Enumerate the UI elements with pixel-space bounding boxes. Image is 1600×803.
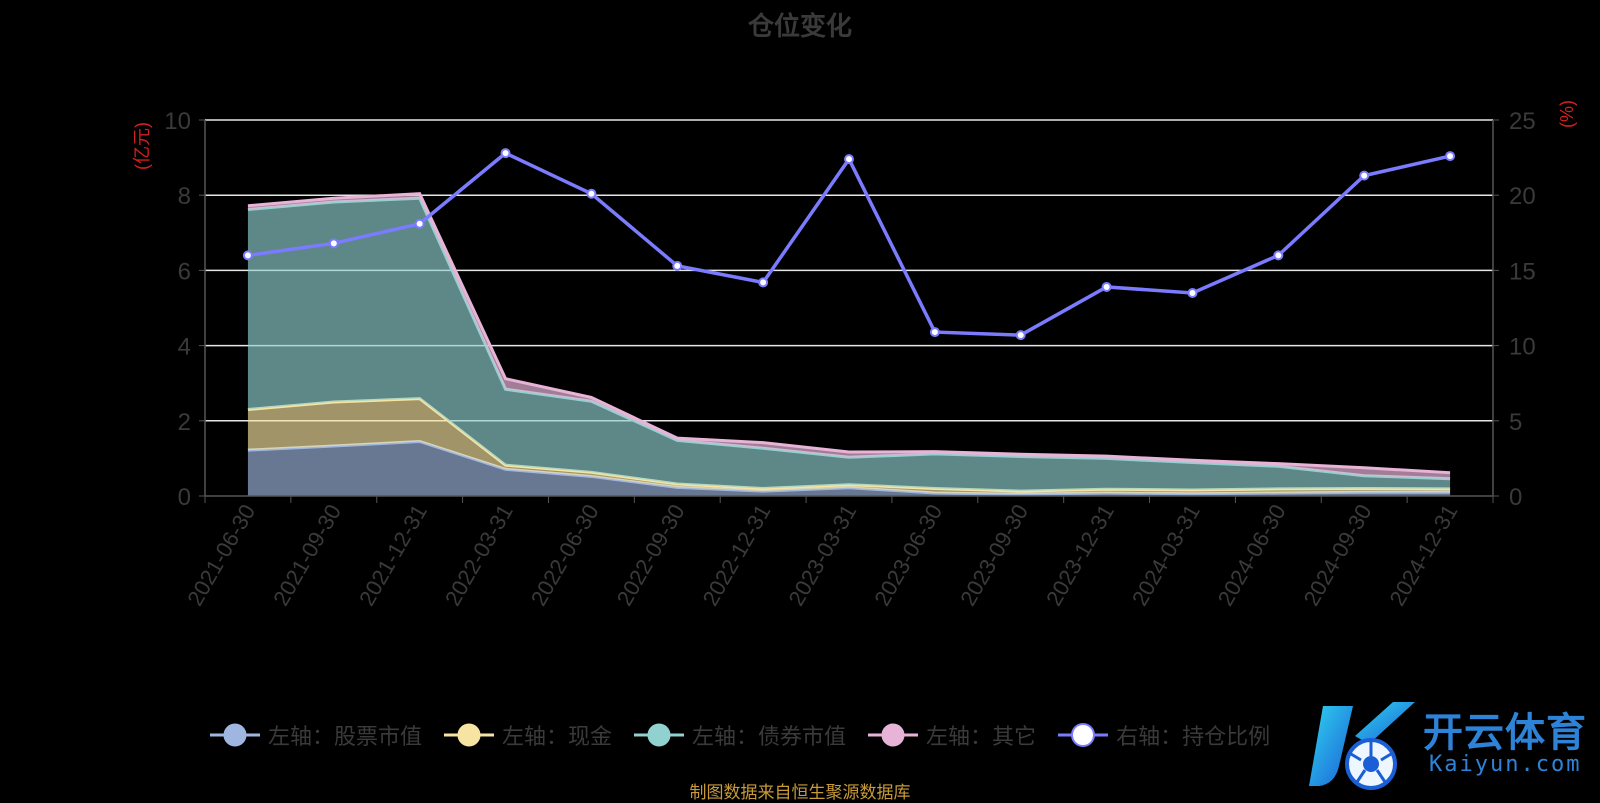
area-edge-4 — [247, 192, 1451, 475]
legend-item[interactable]: 右轴：持仓比例 — [1058, 719, 1270, 751]
right-tick-label: 15 — [1509, 258, 1536, 285]
watermark-k-icon — [1309, 702, 1415, 790]
left-tick-label: 4 — [178, 334, 191, 361]
ratio-point[interactable] — [328, 238, 339, 249]
legend-item[interactable]: 左轴：股票市值 — [210, 719, 422, 751]
right-axis-unit: (%) — [1557, 100, 1577, 128]
x-tick-label: 2023-12-31 — [1041, 500, 1119, 610]
ratio-point[interactable] — [414, 218, 425, 229]
ratio-point[interactable] — [1359, 170, 1370, 181]
legend-item[interactable]: 左轴：其它 — [868, 719, 1036, 751]
stacked-areas — [247, 192, 1451, 496]
x-tick-label: 2022-06-30 — [526, 500, 604, 610]
legend: 左轴：股票市值 左轴：现金 左轴：债券市值 左轴：其它 右轴：持仓比例 — [210, 718, 1270, 752]
legend-marker-icon — [210, 723, 260, 747]
chart-title: 仓位变化 — [747, 12, 852, 42]
right-tick-label: 20 — [1509, 183, 1536, 210]
x-tick-label: 2021-06-30 — [182, 500, 260, 610]
legend-marker-icon — [634, 723, 685, 747]
legend-label: 左轴：现金 — [502, 725, 613, 750]
ratio-point[interactable] — [758, 277, 769, 288]
x-tick-label: 2024-09-30 — [1299, 500, 1377, 610]
area-3 — [247, 198, 1451, 492]
left-tick-label: 8 — [178, 183, 191, 210]
right-tick-label: 10 — [1509, 334, 1536, 361]
legend-label: 左轴：债券市值 — [692, 725, 847, 750]
watermark-logo: 开云体育 Kaiyun.com — [1305, 696, 1595, 796]
ratio-point[interactable] — [844, 154, 854, 165]
legend-label: 左轴：股票市值 — [268, 725, 423, 750]
legend-marker-icon — [868, 723, 919, 747]
legend-item[interactable]: 左轴：债券市值 — [634, 719, 846, 751]
area-1 — [247, 441, 1451, 496]
x-tick-label: 2021-12-31 — [354, 500, 432, 610]
x-tick-label: 2022-03-31 — [440, 500, 518, 610]
ratio-point[interactable] — [500, 148, 511, 159]
ratio-point[interactable] — [672, 260, 683, 271]
x-tick-label: 2024-03-31 — [1127, 500, 1205, 610]
ratio-point[interactable] — [1015, 330, 1026, 341]
legend-label: 左轴：其它 — [926, 725, 1037, 750]
legend-marker-icon — [1058, 723, 1109, 747]
axes — [199, 119, 1499, 503]
ratio-point[interactable] — [929, 327, 940, 338]
x-tick-label: 2024-06-30 — [1213, 500, 1291, 610]
x-tick-label: 2023-06-30 — [869, 500, 947, 610]
ratio-line — [242, 148, 1456, 341]
chart-canvas: 0 2 4 6 8 10 0 5 10 15 20 25 (亿元) (%) 2021-06-30 2021-0… — [132, 100, 1577, 610]
x-tick-label: 2021-09-30 — [268, 500, 346, 610]
x-tick-label: 2022-09-30 — [612, 500, 690, 610]
source-note: 制图数据来自恒生聚源数据库 — [689, 783, 911, 803]
legend-item[interactable]: 左轴：现金 — [444, 719, 612, 751]
left-tick-label: 10 — [164, 108, 191, 135]
ratio-point[interactable] — [586, 188, 597, 199]
watermark-domain: Kaiyun.com — [1429, 752, 1582, 777]
right-tick-label: 25 — [1509, 108, 1536, 135]
ratio-point[interactable] — [1187, 287, 1198, 298]
left-tick-label: 0 — [178, 484, 191, 511]
left-tick-label: 2 — [178, 409, 191, 436]
x-tick-label: 2023-09-30 — [955, 500, 1033, 610]
legend-label: 右轴：持仓比例 — [1116, 725, 1271, 750]
x-tick-label: 2022-12-31 — [698, 500, 776, 610]
right-tick-label: 0 — [1509, 484, 1522, 511]
ratio-point[interactable] — [1445, 151, 1456, 162]
left-axis-unit: (亿元) — [132, 122, 152, 170]
left-tick-label: 6 — [178, 258, 191, 285]
x-tick-label: 2024-12-31 — [1384, 500, 1462, 610]
ratio-point[interactable] — [1101, 281, 1112, 292]
ratio-point[interactable] — [1273, 250, 1284, 261]
legend-marker-icon — [444, 723, 495, 747]
x-tick-label: 2023-03-31 — [783, 500, 861, 610]
right-tick-label: 5 — [1509, 409, 1522, 436]
watermark-brand: 开云体育 — [1423, 710, 1587, 756]
ratio-point[interactable] — [242, 250, 253, 261]
